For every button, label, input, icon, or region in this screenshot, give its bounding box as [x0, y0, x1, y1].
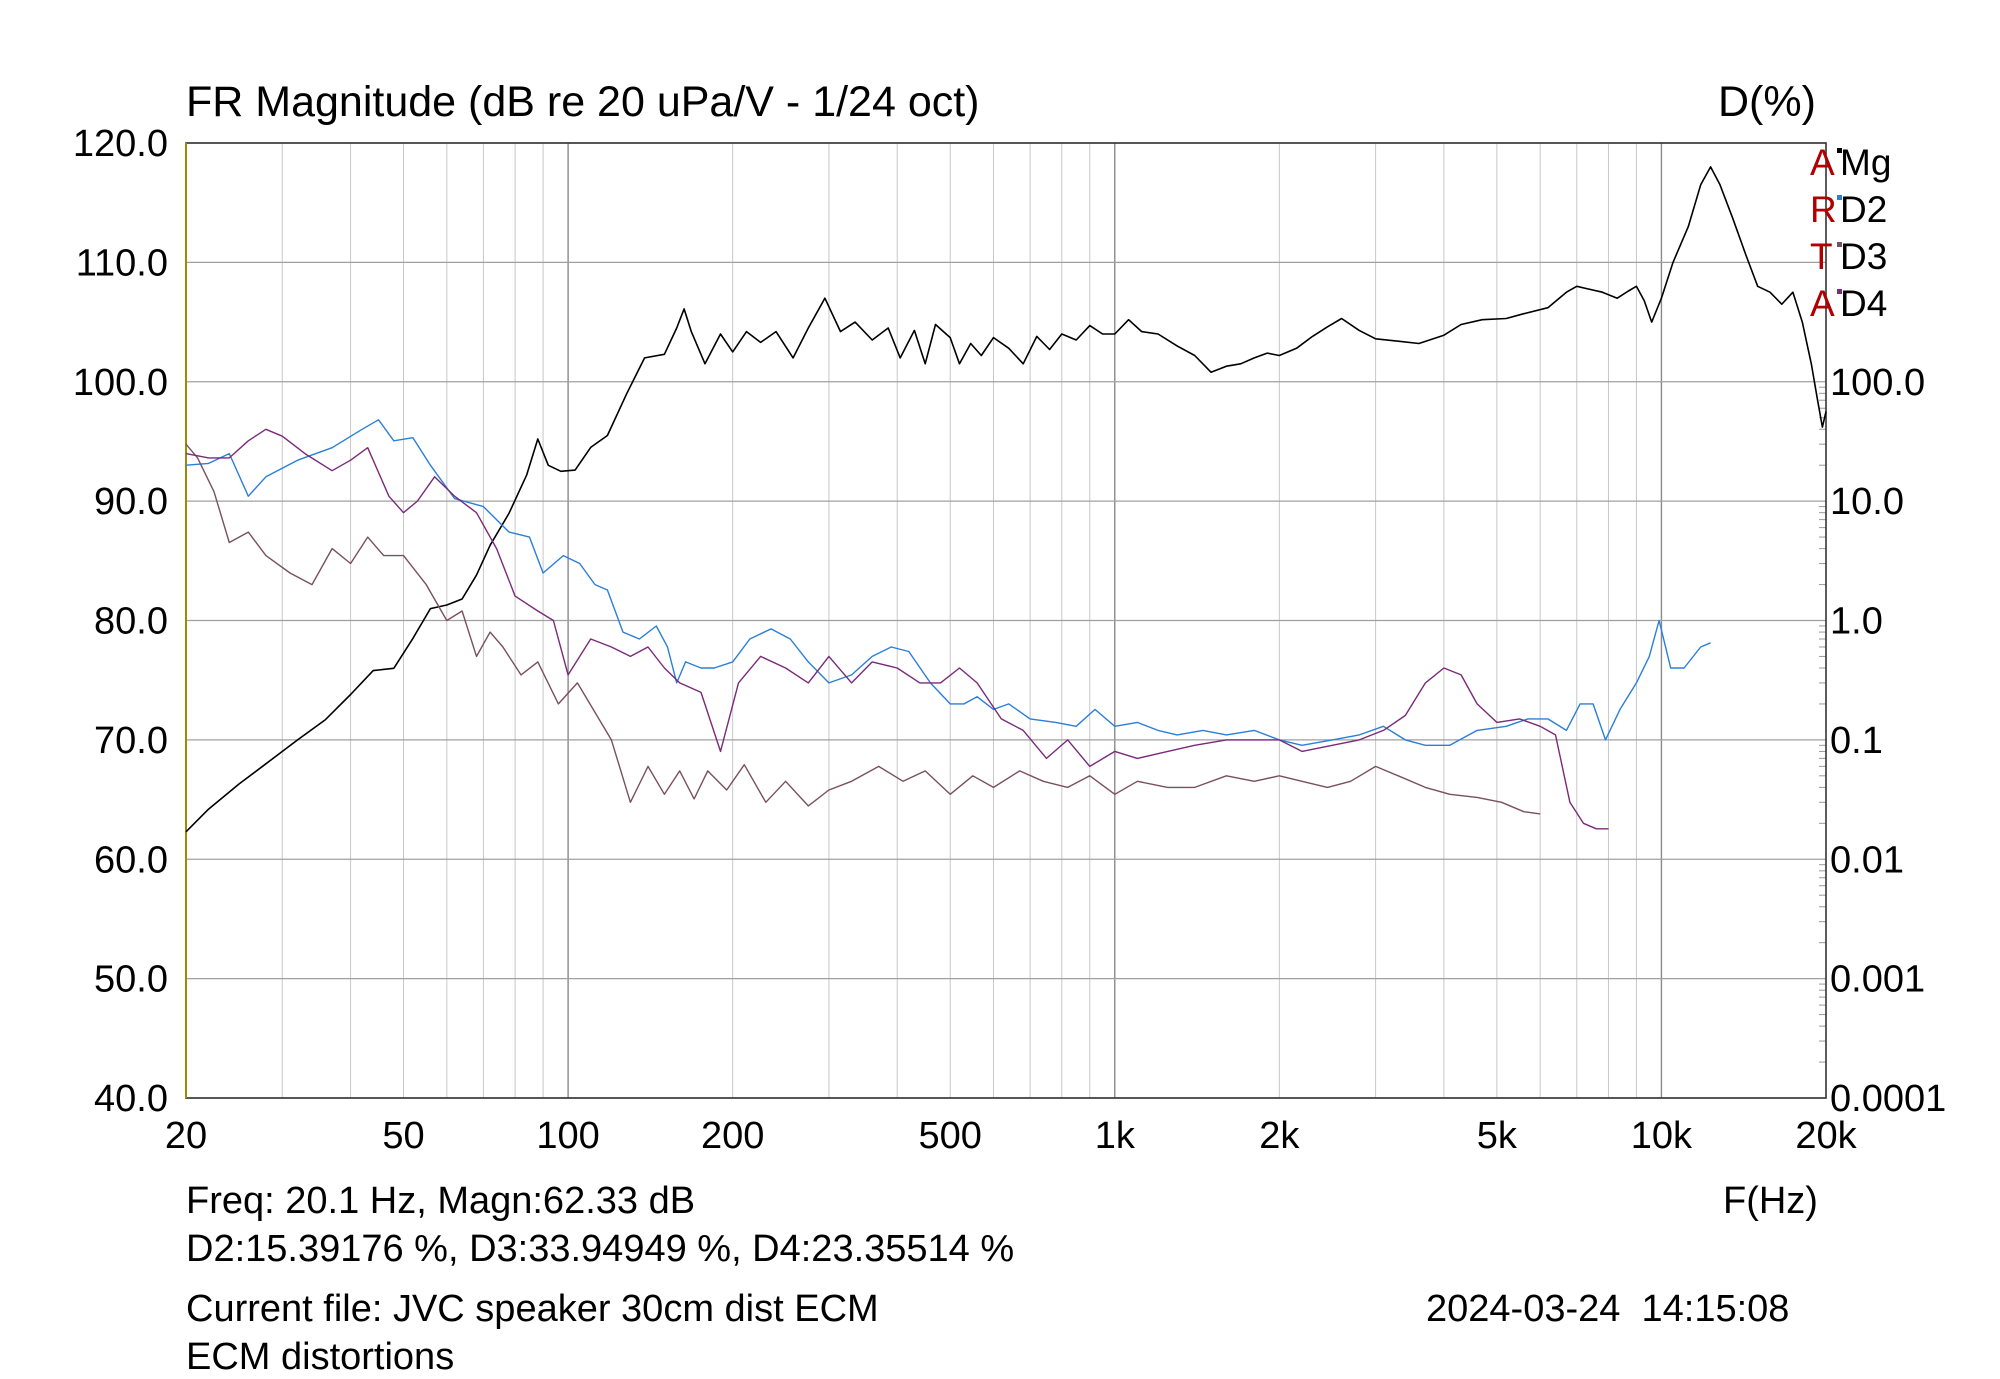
y-right-tick-label: 10.0: [1830, 481, 1904, 523]
y-right-tick-label: 100.0: [1830, 362, 1925, 404]
cursor-readout-distortion: D2:15.39176 %, D3:33.94949 %, D4:23.3551…: [186, 1228, 1015, 1270]
x-tick-label: 200: [701, 1115, 764, 1157]
current-file-label: Current file: JVC speaker 30cm dist ECM: [186, 1288, 879, 1330]
y-left-tick-label: 60.0: [94, 839, 168, 881]
series-line-d2: [185, 419, 1711, 746]
measurement-note: ECM distortions: [186, 1336, 455, 1378]
y-left-tick-label: 120.0: [73, 123, 168, 165]
x-tick-label: 5k: [1477, 1115, 1518, 1157]
y-right-tick-label: 1.0: [1830, 601, 1883, 643]
y-left-tick-label: 40.0: [94, 1078, 168, 1120]
timestamp: 2024-03-24 14:15:08: [1426, 1288, 1789, 1331]
x-axis-unit: F(Hz): [1723, 1180, 1818, 1222]
y-left-tick-label: 100.0: [73, 362, 168, 404]
y-left-tick-label: 90.0: [94, 481, 168, 523]
legend-color-swatch: [1837, 289, 1842, 294]
legend-letter: A: [1810, 142, 1835, 183]
x-tick-label: 20: [165, 1115, 207, 1157]
y-left-tick-label: 110.0: [76, 242, 168, 284]
y-left-tick-label: 80.0: [94, 601, 168, 643]
legend-label: D3: [1840, 236, 1888, 277]
legend-label: D2: [1840, 189, 1888, 230]
legend-letter: A: [1810, 283, 1835, 324]
y-right-tick-label: 0.0001: [1830, 1078, 1946, 1120]
x-tick-label: 500: [919, 1115, 982, 1157]
x-tick-label: 1k: [1095, 1115, 1136, 1157]
series-line-d3: [185, 443, 1541, 815]
grid-layer: [185, 142, 1827, 1099]
tick-layer: 40.0 50.0 60.0 70.0 80.0 90.0 100.0 110.0 120.0 0…: [73, 123, 1946, 1157]
x-tick-label: 2k: [1259, 1115, 1300, 1157]
series-line-d4: [185, 428, 1609, 830]
legend-label: D4: [1840, 283, 1888, 324]
y-right-tick-label: 0.001: [1830, 959, 1925, 1001]
cursor-readout-frequency: Freq: 20.1 Hz, Magn:62.33 dB: [186, 1180, 696, 1222]
series-layer: [185, 166, 1827, 833]
date-value: 2024-03-24: [1426, 1288, 1621, 1330]
legend-color-swatch: [1837, 148, 1842, 153]
y-right-tick-label: 0.01: [1830, 839, 1904, 881]
legend-letter: R: [1810, 189, 1837, 230]
series-line-mg: [185, 166, 1827, 833]
chart-title: FR Magnitude (dB re 20 uPa/V - 1/24 oct): [186, 78, 980, 126]
x-tick-label: 50: [382, 1115, 424, 1157]
time-value: 14:15:08: [1641, 1288, 1790, 1330]
y-right-tick-label: 0.1: [1830, 720, 1883, 762]
legend-color-swatch: [1837, 195, 1842, 200]
y-left-tick-label: 70.0: [94, 720, 168, 762]
right-axis-title: D(%): [1718, 78, 1816, 126]
x-tick-label: 10k: [1631, 1115, 1693, 1157]
legend-letter: T: [1810, 236, 1833, 277]
x-tick-label: 100: [536, 1115, 599, 1157]
legend-label: Mg: [1840, 142, 1892, 183]
y-left-tick-label: 50.0: [94, 959, 168, 1001]
legend-color-swatch: [1837, 242, 1842, 247]
x-tick-label: 20k: [1795, 1115, 1857, 1157]
